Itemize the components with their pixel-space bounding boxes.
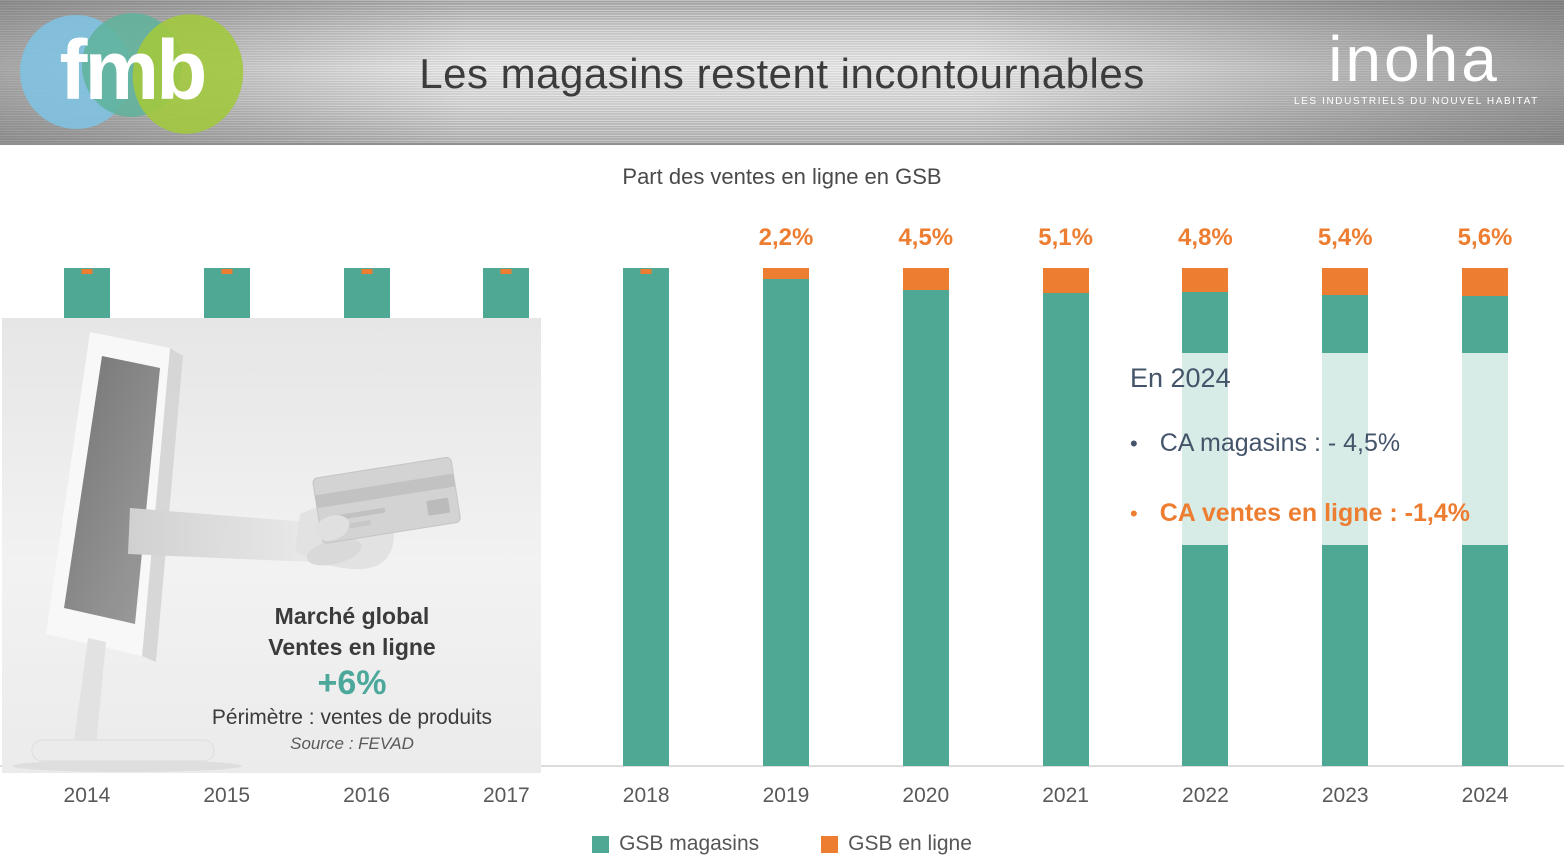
inset-line1: Marché global [274,603,430,629]
bar-slot-2019: 2,2% [716,224,856,766]
x-tick-2018: 2018 [622,784,670,807]
bullet-dot: • [1130,501,1138,526]
bar-online-notch-2016 [361,269,373,274]
bullet-dot: • [1130,431,1138,456]
annotation-bullet-en-ligne: • CA ventes en ligne : -1,4% [1130,499,1470,528]
inset-box: Marché global Ventes en ligne +6% Périmè… [2,318,541,773]
bar-2019 [762,268,809,766]
bar-online-segment-2019 [762,268,809,279]
legend: GSB magasins GSB en ligne [0,832,1564,856]
annotation-heading: En 2024 [1130,363,1231,393]
x-tick-2017: 2017 [482,784,530,807]
legend-swatch [592,835,610,853]
annotation-panel: En 2024 • CA magasins : - 4,5% • CA vent… [1103,353,1550,545]
x-tick-2021: 2021 [1042,784,1089,807]
legend-item-en-ligne: GSB en ligne [821,832,972,856]
bar-value-label-2019: 2,2% [758,224,814,251]
bar-online-segment-2022 [1182,268,1229,292]
fmb-logo-text: fmb [59,22,208,117]
inset-perimeter: Périmètre : ventes de produits [211,706,493,729]
bar-slot-2020: 4,5% [856,224,996,766]
x-tick-2016: 2016 [343,784,390,807]
bar-online-notch-2015 [221,269,233,274]
legend-label: GSB magasins [619,832,760,855]
x-tick-2014: 2014 [63,784,111,807]
inset-highlight-value: +6% [317,664,387,702]
annotation-bullet-en-ligne-text: CA ventes en ligne : -1,4% [1159,499,1470,527]
inoha-tagline: LES INDUSTRIELS DU NOUVEL HABITAT [1294,96,1539,107]
x-tick-2019: 2019 [762,784,810,807]
bar-online-notch-2017 [500,269,512,274]
x-tick-2023: 2023 [1321,784,1369,807]
chart-title: Part des ventes en ligne en GSB [622,164,942,189]
x-tick-2024: 2024 [1461,784,1509,807]
bar-online-notch-2018 [640,269,652,274]
bar-online-segment-2024 [1462,268,1509,296]
bar-online-notch-2014 [81,269,93,274]
bar-online-segment-2020 [902,268,949,291]
bar-online-segment-2023 [1322,268,1369,295]
bar-2020 [902,268,949,766]
legend-item-magasins: GSB magasins [592,832,759,856]
bar-slot-2021: 5,1% [996,224,1136,766]
annotation-bullet-magasins-text: CA magasins : - 4,5% [1159,429,1401,457]
legend-swatch [821,835,839,853]
bar-2018 [623,268,670,766]
bar-value-label-2024: 5,6% [1457,224,1513,251]
inoha-logo-text: inoha [1328,23,1500,95]
bar-slot-2018 [576,268,716,766]
legend-label: GSB en ligne [848,832,972,855]
bar-value-label-2022: 4,8% [1178,224,1233,251]
inoha-logo: inoha LES INDUSTRIELS DU NOUVEL HABITAT [1294,23,1539,107]
bar-2021 [1042,268,1089,766]
x-tick-2022: 2022 [1182,784,1229,807]
x-tick-2020: 2020 [902,784,950,807]
inset-text-block: Marché global Ventes en ligne +6% Périmè… [132,601,572,755]
inset-line2: Ventes en ligne [268,634,436,660]
x-tick-2015: 2015 [203,784,251,807]
x-axis-line [0,765,1564,767]
fmb-logo-ellipses [19,13,244,134]
fmb-logo: fmb [12,4,252,142]
x-axis: 2014 2015 2016 2017 2018 2019 2020 2021 2022 2023… [17,784,1555,808]
inset-source: Source : FEVAD [290,734,414,753]
bar-value-label-2021: 5,1% [1038,224,1093,251]
page-title: Les magasins restent incontournables [419,50,1145,97]
header-bar: fmb Les magasins restent incontournables… [0,0,1564,145]
monitor-hand-card-image [12,332,461,772]
bar-value-label-2023: 5,4% [1317,224,1373,251]
annotation-bullet-magasins: • CA magasins : - 4,5% [1130,429,1400,458]
bar-online-segment-2021 [1042,268,1089,294]
bar-value-label-2020: 4,5% [898,224,954,251]
